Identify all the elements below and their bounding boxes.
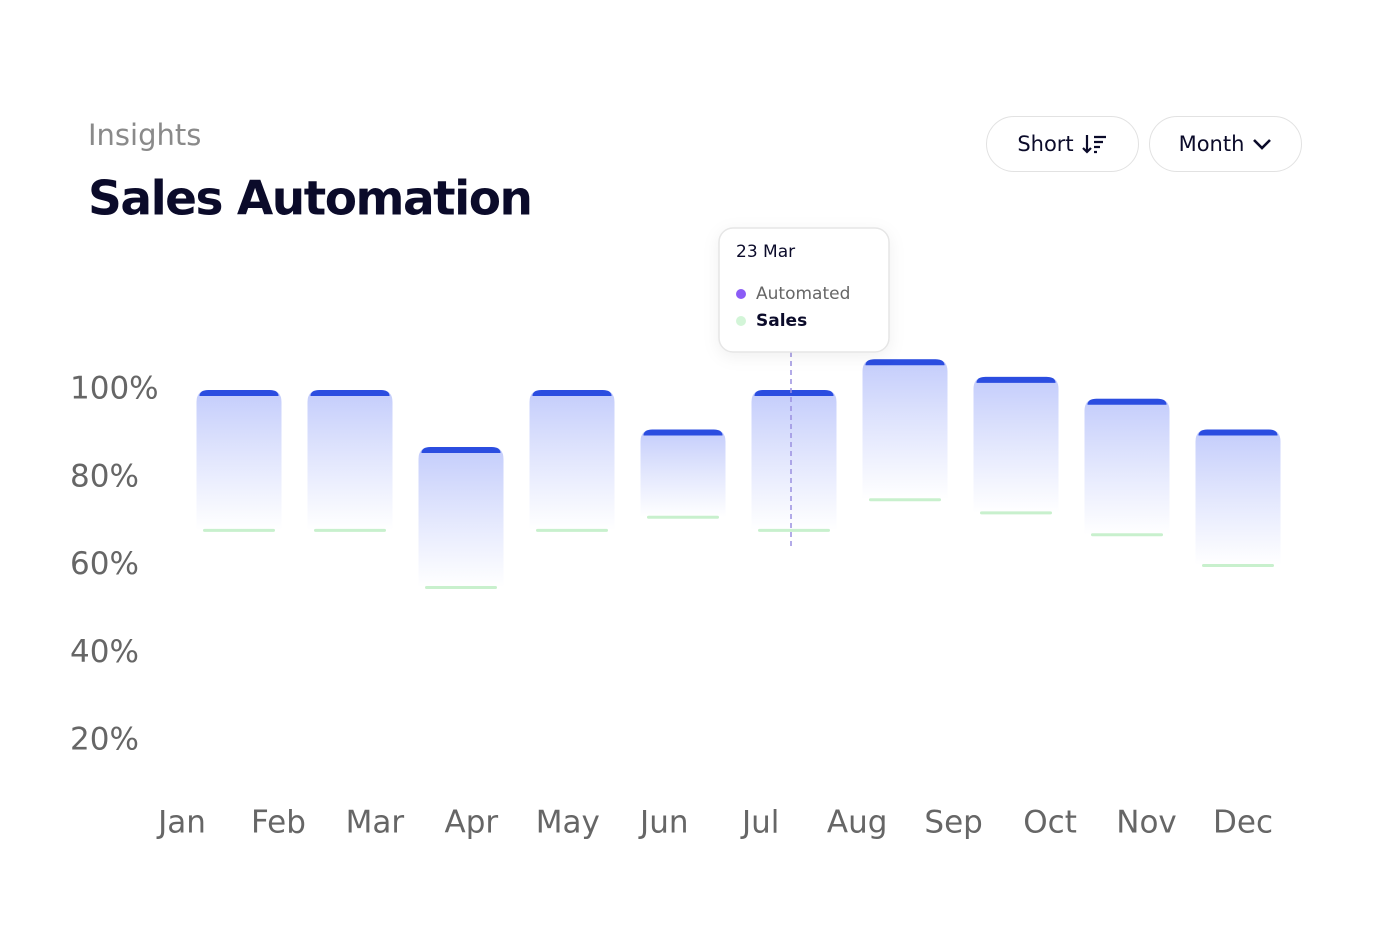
range-bar — [307, 390, 393, 531]
y-tick-label: 40% — [70, 634, 139, 670]
y-tick-label: 80% — [70, 458, 139, 494]
tooltip-date: 23 Mar — [736, 242, 795, 262]
chevron-icon — [1253, 139, 1272, 150]
title: Sales Automation — [88, 172, 532, 227]
range-bar — [529, 390, 615, 531]
x-tick-label: Sep — [924, 805, 982, 841]
sort-label: Short — [1017, 132, 1074, 156]
x-tick-label: Aug — [827, 805, 888, 841]
range-bar — [862, 359, 948, 500]
range-bar — [973, 376, 1059, 513]
x-tick-label: Feb — [251, 805, 306, 841]
range-bar — [196, 390, 282, 531]
x-tick-label: Dec — [1213, 805, 1273, 841]
high-cap — [310, 390, 390, 396]
range-bar — [1195, 429, 1281, 566]
tooltip: 23 Mar Automated Sales — [718, 227, 890, 353]
high-cap — [643, 429, 723, 436]
range-bar — [1084, 398, 1170, 535]
high-cap — [1198, 429, 1278, 436]
x-tick-label: Mar — [346, 805, 405, 841]
x-tick-label: Oct — [1023, 805, 1077, 841]
period-label: Month — [1178, 132, 1245, 156]
high-cap — [532, 390, 612, 396]
x-tick-label: Nov — [1116, 805, 1177, 841]
x-tick-label: Apr — [445, 805, 499, 841]
high-cap — [421, 447, 501, 454]
legend-label: Automated — [756, 284, 850, 304]
sort-icon — [1081, 135, 1106, 154]
y-tick-label: 60% — [70, 546, 139, 582]
x-tick-label: May — [536, 805, 600, 841]
range-bar — [418, 447, 504, 588]
y-tick-label: 20% — [70, 722, 139, 758]
period-button[interactable]: Month — [1149, 116, 1302, 172]
legend-dot — [736, 289, 746, 299]
x-tick-label: Jul — [740, 805, 779, 841]
legend-dot — [736, 316, 746, 326]
high-cap — [1087, 398, 1167, 405]
tooltip-box — [718, 227, 890, 353]
y-tick-label: 100% — [70, 371, 159, 407]
high-cap — [199, 390, 279, 396]
range-bar — [640, 429, 726, 518]
high-cap — [865, 359, 945, 366]
sort-button[interactable]: Short — [986, 116, 1139, 172]
legend-label: Sales — [756, 311, 807, 331]
plot: 100% 80% 60% 40% 20% Jan Feb Mar Apr May Jun Jul Aug… — [70, 359, 1281, 841]
high-cap — [754, 390, 834, 396]
high-cap — [976, 376, 1056, 383]
range-bar — [751, 390, 837, 531]
x-tick-label: Jun — [638, 805, 688, 841]
eyebrow: Insights — [88, 118, 201, 152]
x-tick-label: Jan — [156, 805, 206, 841]
